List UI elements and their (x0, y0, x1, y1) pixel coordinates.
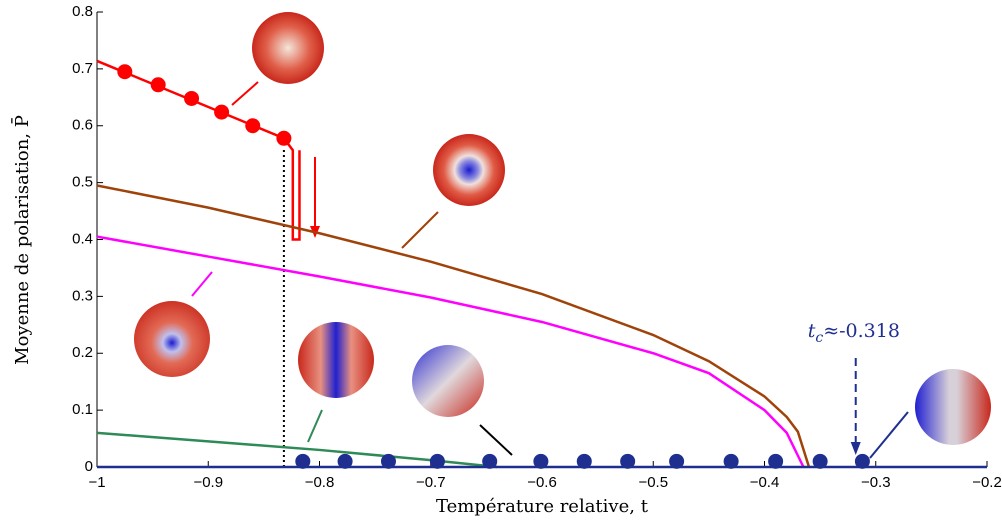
marker (214, 104, 230, 120)
disk (412, 345, 484, 417)
marker (337, 453, 353, 469)
series-line (96, 235, 805, 468)
x-tick-label: −0.3 (861, 474, 891, 491)
series-line (96, 184, 811, 468)
y-tick-label: 0 (85, 458, 93, 475)
marker (669, 453, 685, 469)
y-tick-label: 0.7 (72, 60, 93, 77)
disk (134, 301, 210, 377)
leader (401, 211, 439, 249)
marker (812, 453, 828, 469)
leader (231, 81, 259, 106)
y-tick-label: 0.4 (72, 230, 93, 247)
x-axis-label: Température relative, t (436, 496, 649, 517)
marker (768, 453, 784, 469)
tc-arrow-head (850, 442, 861, 455)
y-tick-label: 0.8 (72, 3, 93, 20)
marker (854, 453, 870, 469)
marker (482, 453, 498, 469)
leader (479, 424, 513, 456)
marker (245, 118, 261, 134)
series-line (96, 59, 301, 241)
marker (533, 453, 549, 469)
x-tick-label: −1 (88, 474, 105, 491)
marker (150, 77, 166, 93)
x-tick-label: −0.6 (527, 474, 557, 491)
marker (276, 130, 292, 146)
marker (295, 453, 311, 469)
marker (117, 64, 133, 80)
plot-frame (97, 12, 987, 467)
disks (134, 12, 991, 459)
disk (915, 369, 991, 445)
x-tick-label: −0.9 (193, 474, 223, 491)
y-tick-label: 0.6 (72, 117, 93, 134)
disk (433, 134, 505, 206)
leader (191, 271, 213, 297)
tc-symbol: t (808, 320, 816, 342)
marker (380, 453, 396, 469)
y-tick-label: 0.3 (72, 287, 93, 304)
x-tick-label: −0.8 (305, 474, 335, 491)
marker (620, 453, 636, 469)
x-tick-label: −0.5 (638, 474, 668, 491)
series-line (96, 431, 498, 469)
leader (869, 411, 909, 459)
tc-subscript: c (815, 330, 823, 346)
marker (576, 453, 592, 469)
marker (429, 453, 445, 469)
tc-value: ≈-0.318 (823, 320, 900, 342)
disk (252, 12, 324, 84)
marker (723, 453, 739, 469)
x-tick-label: −0.2 (972, 474, 1002, 491)
y-tick-label: 0.5 (72, 174, 93, 191)
leader (307, 409, 323, 443)
y-axis-label: Moyenne de polarisation, P̄ (10, 115, 33, 365)
disk (298, 322, 374, 398)
y-tick-label: 0.1 (72, 401, 93, 418)
x-tick-label: −0.4 (750, 474, 780, 491)
marker (184, 90, 200, 106)
x-tick-label: −0.7 (416, 474, 446, 491)
y-tick-label: 0.2 (72, 344, 93, 361)
tc-annotation: tc≈-0.318 (808, 320, 900, 346)
